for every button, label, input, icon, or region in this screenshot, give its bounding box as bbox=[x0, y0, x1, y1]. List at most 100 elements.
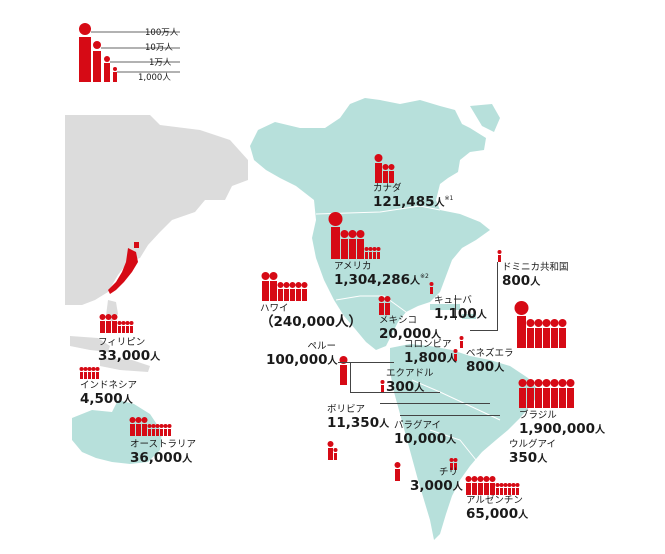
person-head bbox=[511, 483, 516, 487]
label-bolivia: ボリビア 11,350人 bbox=[327, 405, 389, 430]
south-america-landmass bbox=[390, 344, 540, 540]
cuba-number: 1,100 bbox=[434, 305, 477, 322]
peru-name: ペルー bbox=[307, 341, 336, 352]
person-head bbox=[566, 379, 575, 387]
peru-number: 100,000 bbox=[266, 351, 328, 368]
person-head bbox=[384, 296, 391, 302]
person-head bbox=[526, 319, 535, 327]
person-head bbox=[333, 448, 338, 452]
person-body bbox=[375, 163, 382, 183]
legend-hundred-thousand-label: 10万人 bbox=[145, 43, 173, 53]
person-body bbox=[508, 488, 511, 495]
person-body bbox=[559, 388, 566, 408]
person-head bbox=[129, 417, 136, 423]
person-head bbox=[269, 272, 278, 280]
person-body bbox=[490, 483, 495, 495]
canada-unit: 人 bbox=[434, 197, 445, 209]
person-body bbox=[296, 289, 301, 301]
venezuela-number: 800 bbox=[466, 358, 495, 375]
label-colombia: コロンビア 1,800人 bbox=[404, 340, 457, 365]
paraguay-number: 10,000 bbox=[394, 430, 447, 447]
person-body bbox=[96, 372, 99, 379]
brazil-unit: 人 bbox=[595, 424, 606, 436]
chile-name: チリ bbox=[438, 467, 458, 478]
person-head bbox=[328, 212, 343, 226]
person-head bbox=[376, 247, 381, 251]
label-paraguay: パラグアイ 10,000人 bbox=[394, 421, 456, 446]
person-head bbox=[374, 154, 383, 162]
person-head bbox=[471, 476, 478, 482]
usa-number: 1,304,286 bbox=[334, 271, 411, 288]
australia-number: 36,000 bbox=[130, 449, 183, 466]
person-body bbox=[142, 424, 147, 436]
person-body bbox=[148, 429, 151, 436]
person-head bbox=[295, 282, 302, 288]
person-head bbox=[159, 424, 164, 428]
person-head bbox=[453, 349, 458, 353]
person-body bbox=[516, 488, 519, 495]
person-body bbox=[381, 385, 384, 392]
person-head bbox=[163, 424, 168, 428]
person-body bbox=[519, 388, 526, 408]
person-body bbox=[478, 483, 483, 495]
person-body bbox=[331, 227, 340, 259]
label-canada: カナダ 121,485人※1 bbox=[373, 184, 453, 209]
hawaii-name: ハワイ bbox=[260, 303, 289, 314]
person-body bbox=[512, 488, 515, 495]
person-head bbox=[121, 321, 126, 325]
label-ecuador: エクアドル 300人 bbox=[386, 369, 434, 394]
hawaii-number: （240,000人） bbox=[260, 313, 362, 330]
person-body bbox=[379, 303, 384, 315]
person-body bbox=[152, 429, 155, 436]
person-body bbox=[164, 429, 167, 436]
person-body bbox=[504, 488, 507, 495]
person-head bbox=[301, 282, 308, 288]
usa-unit: 人 bbox=[410, 275, 421, 287]
label-australia: オーストラリア 36,000人 bbox=[130, 440, 196, 465]
person-body bbox=[80, 372, 83, 379]
person-body bbox=[100, 321, 105, 333]
label-chile: チリ 3,000人 bbox=[410, 467, 463, 493]
usa-note: ※2 bbox=[420, 272, 429, 280]
person-head bbox=[91, 367, 96, 371]
mexico-name: メキシコ bbox=[379, 315, 418, 326]
colombia-number: 1,800 bbox=[404, 349, 447, 366]
colombia-unit: 人 bbox=[446, 353, 457, 365]
person-body bbox=[527, 328, 534, 348]
canada-name: カナダ bbox=[373, 183, 402, 194]
person-body bbox=[543, 388, 550, 408]
person-body bbox=[535, 328, 542, 348]
person-body bbox=[284, 289, 289, 301]
person-head bbox=[129, 321, 134, 325]
asia-landmass bbox=[65, 115, 248, 305]
person-body bbox=[160, 429, 163, 436]
person-body bbox=[118, 326, 121, 333]
person-head bbox=[483, 476, 490, 482]
person-body bbox=[340, 365, 347, 385]
person-body bbox=[349, 239, 356, 259]
uruguay-number: 350 bbox=[509, 449, 538, 466]
label-philippines: フィリピン 33,000人 bbox=[98, 338, 160, 363]
ecuador-number: 300 bbox=[386, 378, 415, 395]
person-head bbox=[151, 424, 156, 428]
argentina-unit: 人 bbox=[518, 509, 529, 521]
person-head bbox=[558, 379, 567, 387]
person-head bbox=[550, 319, 559, 327]
legend-thousand-label: 1,000人 bbox=[138, 73, 171, 83]
person-body bbox=[498, 255, 501, 262]
person-head bbox=[117, 321, 122, 325]
person-body bbox=[454, 354, 457, 361]
australia-landmass bbox=[72, 400, 162, 464]
person-head bbox=[514, 301, 529, 315]
venezuela-unit: 人 bbox=[494, 362, 505, 374]
argentina-name: アルゼンチン bbox=[466, 495, 523, 506]
australia-name: オーストラリア bbox=[130, 439, 197, 450]
person-head bbox=[87, 367, 92, 371]
label-usa: アメリカ 1,304,286人※2 bbox=[334, 262, 429, 287]
label-mexico: メキシコ 20,000人 bbox=[379, 316, 441, 341]
person-head bbox=[526, 379, 535, 387]
japan bbox=[108, 248, 138, 294]
person-body bbox=[270, 281, 277, 301]
canada-number: 121,485 bbox=[373, 193, 435, 210]
person-body bbox=[365, 252, 368, 259]
